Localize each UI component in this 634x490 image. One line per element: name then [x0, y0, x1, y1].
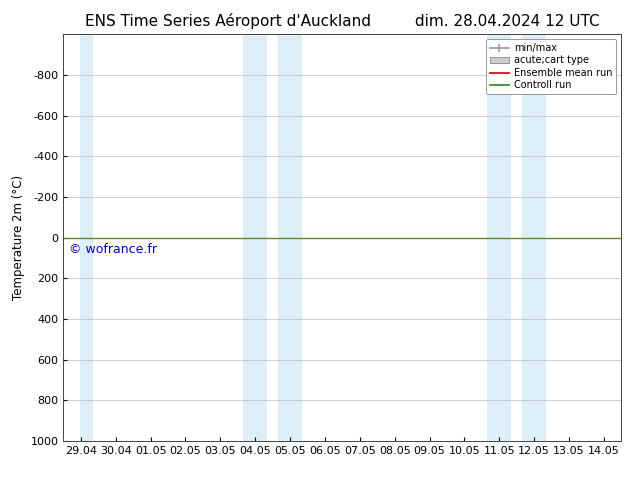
Bar	[522, 34, 547, 441]
Legend: min/max, acute;cart type, Ensemble mean run, Controll run: min/max, acute;cart type, Ensemble mean …	[486, 39, 616, 94]
Bar	[80, 34, 93, 441]
Bar	[487, 34, 512, 441]
Y-axis label: Temperature 2m (°C): Temperature 2m (°C)	[12, 175, 25, 300]
Text: © wofrance.fr: © wofrance.fr	[69, 243, 157, 256]
Bar	[278, 34, 302, 441]
Bar	[243, 34, 268, 441]
Title: ENS Time Series Aéroport d'Auckland         dim. 28.04.2024 12 UTC: ENS Time Series Aéroport d'Auckland dim.…	[85, 13, 600, 29]
